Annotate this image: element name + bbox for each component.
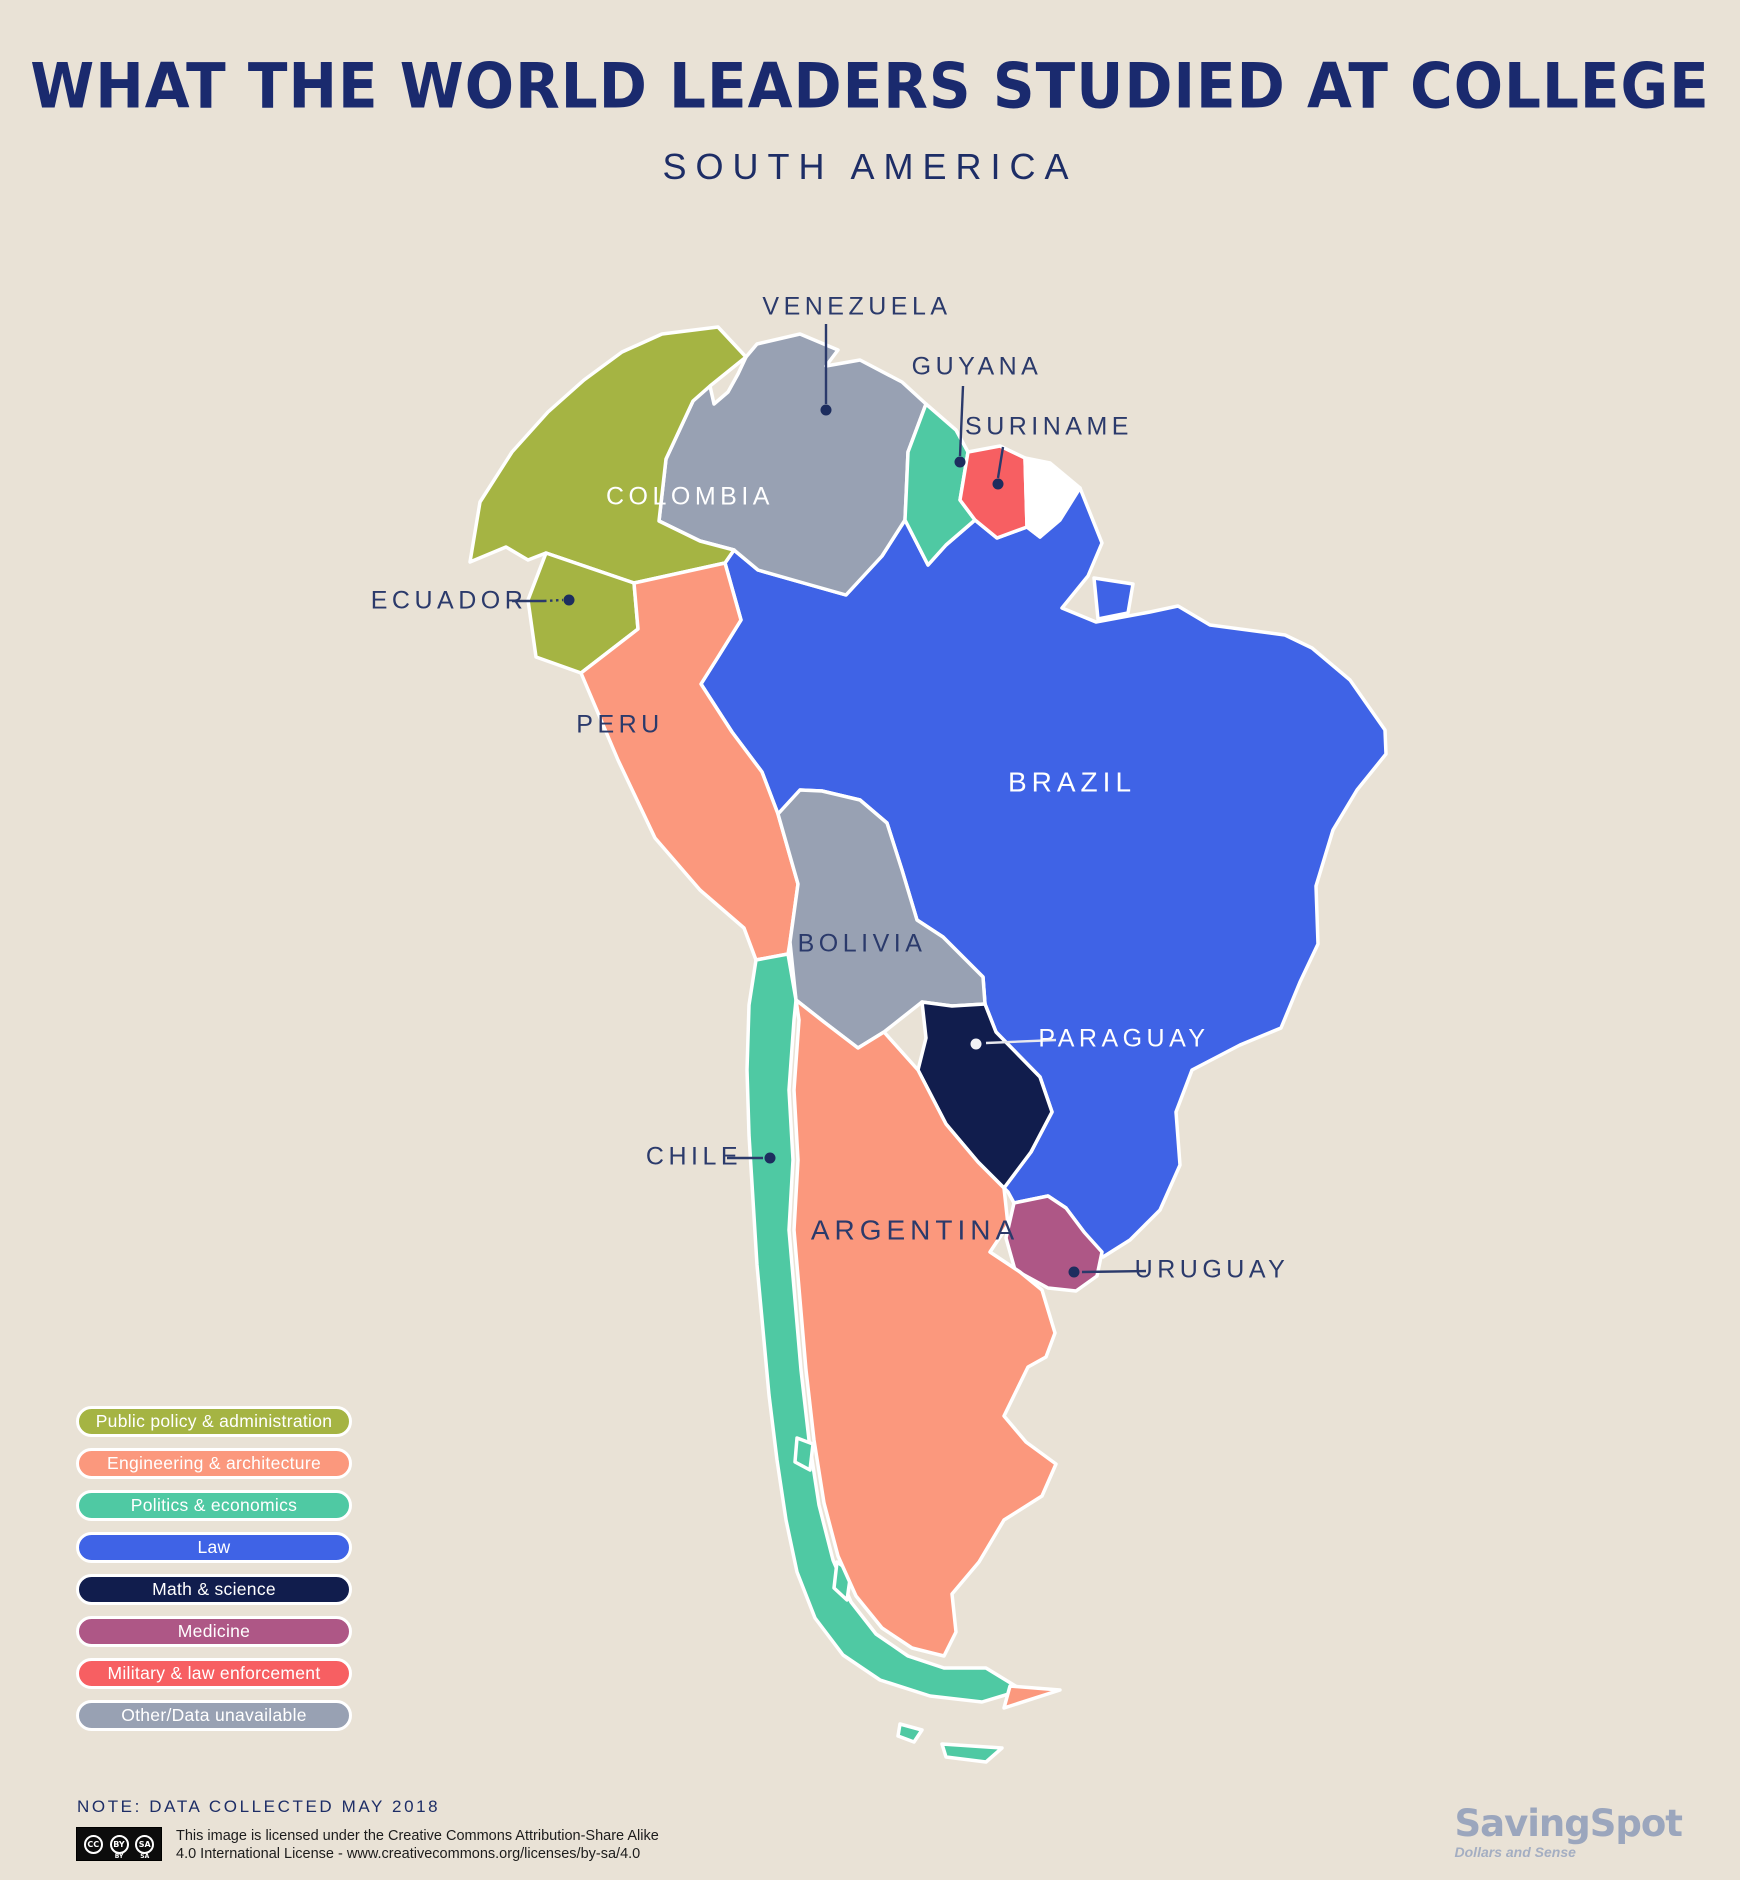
legend-item-politics-economics: Politics & economics <box>76 1490 352 1521</box>
label-ecuador: ECUADOR <box>371 587 528 615</box>
data-note: NOTE: DATA COLLECTED MAY 2018 <box>77 1797 441 1816</box>
country-chile-island-4 <box>940 1742 1004 1764</box>
label-chile: CHILE <box>646 1143 742 1171</box>
leader-dot-chile <box>764 1152 776 1164</box>
legend-item-label: Medicine <box>177 1621 251 1641</box>
leader-dot-ecuador <box>563 594 575 606</box>
label-brazil: BRAZIL <box>1008 766 1136 797</box>
label-suriname: SURINAME <box>965 413 1133 441</box>
license-text: This image is licensed under the Creativ… <box>176 1827 659 1863</box>
cc-icon: CC <box>83 1834 103 1854</box>
legend-item-label: Math & science <box>152 1579 276 1599</box>
country-brazil-island <box>1092 576 1135 621</box>
label-bolivia: BOLIVIA <box>798 930 927 958</box>
legend-item-law: Law <box>76 1532 352 1563</box>
label-paraguay: PARAGUAY <box>1038 1025 1209 1053</box>
page-subtitle: SOUTH AMERICA <box>662 146 1078 187</box>
license-row: CC BY BY SA SA This image is licensed un… <box>76 1827 659 1863</box>
legend-item-label: Engineering & architecture <box>106 1453 322 1473</box>
label-venezuela: VENEZUELA <box>762 293 951 321</box>
legend-item-military: Military & law enforcement <box>76 1658 352 1689</box>
license-line-1: This image is licensed under the Creativ… <box>176 1828 659 1844</box>
legend-item-label: Military & law enforcement <box>107 1663 321 1683</box>
label-argentina: ARGENTINA <box>811 1214 1019 1245</box>
legend-item-label: Politics & economics <box>130 1495 298 1515</box>
leader-dot-suriname <box>992 478 1004 490</box>
country-suriname <box>958 444 1029 540</box>
cc-sa-icon: SA SA <box>135 1834 155 1860</box>
country-guyana <box>903 402 977 567</box>
country-argentina <box>792 998 1058 1658</box>
leader-dot-uruguay <box>1068 1266 1080 1278</box>
leader-guyana <box>958 385 965 457</box>
legend: Public policy & administration Engineeri… <box>76 1406 352 1742</box>
leader-paraguay <box>985 1038 1057 1045</box>
license-line-2: 4.0 International License - www.creative… <box>176 1846 641 1863</box>
leader-dot-paraguay <box>970 1038 982 1050</box>
page-title: WHAT THE WORLD LEADERS STUDIED AT COLLEG… <box>30 49 1710 123</box>
country-french-guiana <box>1023 456 1082 539</box>
cc-by-label: BY <box>114 1852 124 1860</box>
brand-tagline: Dollars and Sense <box>1454 1844 1576 1860</box>
country-argentina-tierra-del-fuego <box>1002 1684 1062 1710</box>
savingspot-logo: SavingSpot <box>1454 1802 1683 1845</box>
leader-dot-venezuela <box>820 404 832 416</box>
leader-dot-guyana <box>954 456 966 468</box>
legend-item-label: Law <box>197 1537 231 1557</box>
legend-item-medicine: Medicine <box>76 1616 352 1647</box>
cc-by-icon: BY BY <box>109 1834 129 1860</box>
country-chile-island-1 <box>793 1436 815 1472</box>
legend-item-label: Public policy & administration <box>95 1411 333 1431</box>
country-chile <box>745 952 1024 1704</box>
country-chile-island-3 <box>896 1722 924 1744</box>
header: WHAT THE WORLD LEADERS STUDIED AT COLLEG… <box>0 49 1740 188</box>
legend-item-engineering: Engineering & architecture <box>76 1448 352 1479</box>
cc-license-badge: CC BY BY SA SA <box>76 1827 162 1861</box>
leader-uruguay <box>1081 1269 1147 1274</box>
country-uruguay <box>1004 1194 1104 1293</box>
cc-sa-label: SA <box>140 1852 150 1860</box>
label-guyana: GUYANA <box>912 353 1043 381</box>
label-colombia: COLOMBIA <box>606 483 774 511</box>
legend-item-other: Other/Data unavailable <box>76 1700 352 1731</box>
leader-suriname <box>996 446 1005 479</box>
branding: SavingSpot Dollars and Sense <box>1454 1802 1683 1860</box>
legend-item-math-science: Math & science <box>76 1574 352 1605</box>
legend-item-public-policy: Public policy & administration <box>76 1406 352 1437</box>
label-uruguay: URUGUAY <box>1135 1256 1290 1284</box>
label-peru: PERU <box>576 711 663 739</box>
legend-item-label: Other/Data unavailable <box>121 1705 307 1725</box>
